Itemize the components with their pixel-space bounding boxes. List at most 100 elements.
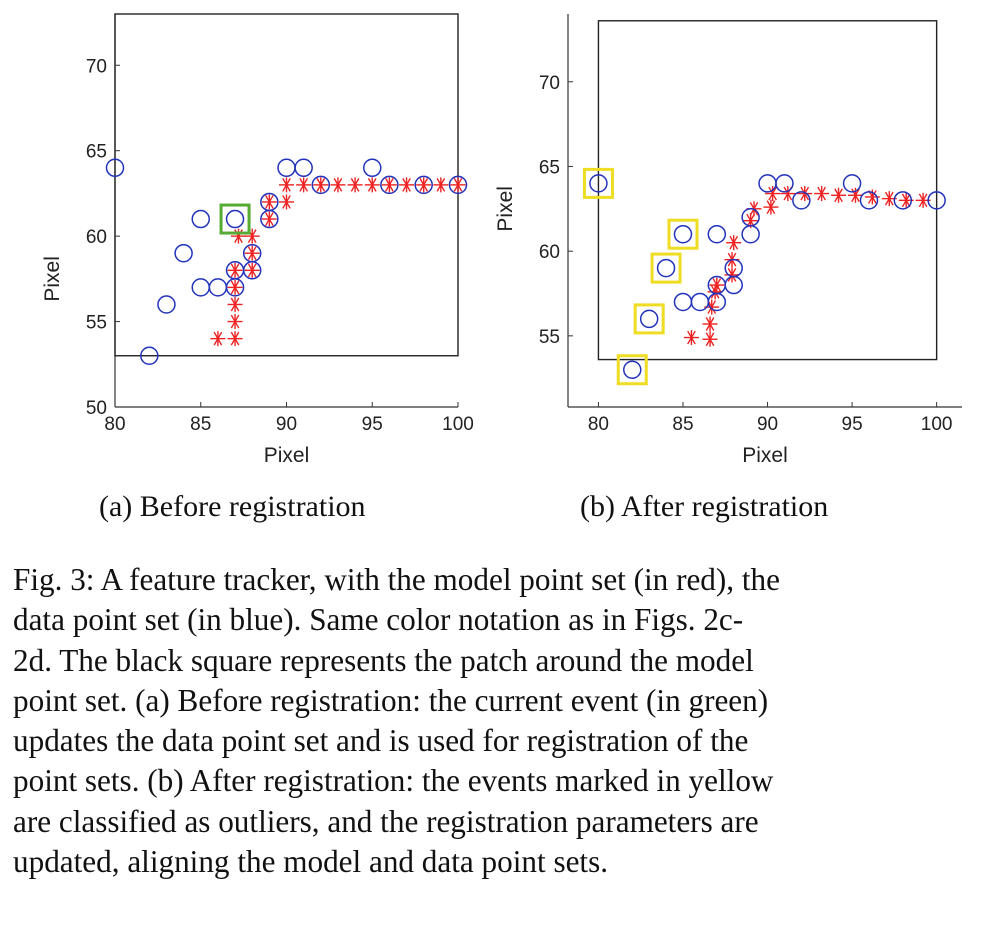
data-point — [741, 224, 760, 244]
figure-caption: Fig. 3: A feature tracker, with the mode… — [13, 560, 993, 882]
model-point — [707, 284, 723, 300]
model-point — [296, 177, 312, 193]
data-point — [157, 295, 176, 314]
data-point — [105, 158, 125, 178]
data-point — [741, 208, 760, 227]
data-point — [724, 258, 743, 278]
data-point — [140, 346, 159, 365]
x-tick-label: 85 — [190, 414, 211, 435]
subcaption-a: (a) Before registration — [99, 490, 366, 523]
patch-square — [597, 20, 938, 361]
model-point — [915, 192, 931, 208]
model-point — [724, 267, 740, 283]
y-axis-label: Pixel — [41, 256, 64, 302]
y-tick-label: 60 — [539, 242, 560, 263]
data-point — [311, 175, 331, 195]
y-tick-label: 65 — [539, 157, 560, 178]
x-tick-label: 100 — [442, 414, 474, 435]
caption-line: 2d. The black square represents the patc… — [13, 642, 754, 678]
data-point — [623, 360, 642, 379]
model-point — [814, 186, 830, 202]
data-point — [191, 278, 210, 297]
y-tick-label: 65 — [86, 142, 107, 163]
highlight-box — [616, 354, 648, 386]
x-tick-label: 95 — [362, 414, 383, 435]
caption-line: point sets. (b) After registration: the … — [13, 763, 774, 799]
caption-line: data point set (in blue). Same color not… — [13, 602, 744, 638]
x-tick-label: 90 — [757, 414, 778, 435]
model-point — [797, 186, 813, 202]
data-point — [758, 174, 777, 193]
model-point — [450, 177, 466, 193]
y-tick-label: 60 — [86, 227, 107, 248]
data-point — [639, 309, 659, 329]
data-point — [225, 209, 245, 229]
model-point — [244, 262, 260, 278]
caption-line: point set. (a) Before registration: the … — [13, 682, 769, 718]
highlight-box — [650, 252, 682, 284]
data-point — [656, 258, 676, 278]
data-point — [775, 174, 794, 193]
model-point — [399, 177, 415, 193]
data-point — [792, 191, 811, 210]
model-point — [244, 245, 260, 261]
model-point — [347, 177, 363, 193]
highlight-box — [633, 303, 665, 335]
model-point — [416, 177, 432, 193]
subcaption-b: (b) After registration — [580, 490, 829, 523]
model-point — [279, 177, 294, 193]
data-point — [927, 191, 946, 210]
x-axis-label: Pixel — [264, 444, 310, 467]
model-point — [683, 330, 699, 346]
data-point — [191, 209, 210, 229]
y-tick-label: 50 — [86, 398, 107, 419]
model-point — [726, 235, 742, 251]
caption-line: Fig. 3: A feature tracker, with the mode… — [13, 562, 780, 597]
data-point — [589, 174, 608, 193]
model-point — [765, 186, 781, 202]
data-point — [294, 158, 313, 178]
y-tick-label: 70 — [86, 56, 107, 77]
x-axis-label: Pixel — [742, 444, 788, 467]
data-point — [842, 174, 862, 193]
y-tick-label: 55 — [86, 313, 107, 334]
x-tick-label: 85 — [672, 414, 693, 435]
highlight-box — [219, 203, 251, 235]
panel-a-before-registration: 80 85 90 95 100 50 55 60 65 70 Pixel Pixel — [41, 13, 474, 467]
x-tick-label: 95 — [842, 414, 863, 435]
data-point — [690, 292, 710, 312]
data-point — [208, 278, 228, 297]
x-tick-label: 80 — [104, 414, 125, 435]
model-point — [227, 279, 243, 295]
model-point — [763, 199, 779, 215]
model-point — [881, 191, 897, 207]
data-point — [363, 158, 382, 178]
data-point — [260, 192, 279, 212]
data-point — [277, 158, 296, 178]
highlight-box — [667, 218, 699, 250]
model-point — [433, 177, 449, 193]
model-point — [709, 277, 725, 293]
model-point — [210, 331, 226, 347]
data-point — [174, 243, 193, 263]
y-tick-label: 70 — [539, 73, 560, 94]
highlight-box — [582, 167, 614, 199]
y-axis-label: Pixel — [494, 186, 517, 232]
data-point — [448, 175, 468, 195]
model-point — [227, 296, 243, 312]
model-point — [227, 262, 243, 278]
data-point — [673, 224, 693, 244]
model-point — [261, 211, 277, 227]
data-point — [707, 224, 727, 244]
model-point — [227, 331, 243, 347]
model-point — [847, 187, 863, 203]
model-point — [279, 194, 294, 210]
model-point — [261, 194, 277, 210]
caption-line: updates the data point set and is used f… — [13, 723, 749, 759]
y-tick-label: 55 — [539, 327, 560, 348]
model-point — [244, 228, 260, 244]
x-tick-label: 90 — [276, 414, 297, 435]
caption-line: updated, aligning the model and data poi… — [13, 844, 609, 880]
data-point — [242, 243, 262, 263]
